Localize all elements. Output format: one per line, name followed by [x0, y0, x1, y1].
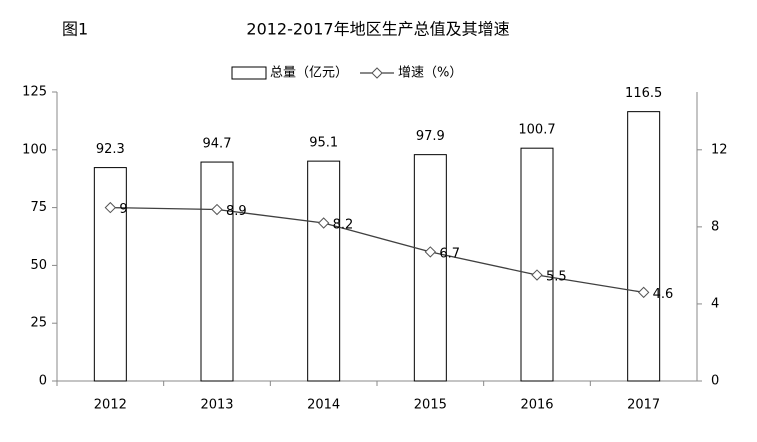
y-tick-label: 75 [30, 200, 47, 215]
y2-tick-label: 0 [711, 374, 719, 389]
legend-label: 增速（%） [398, 66, 462, 81]
line-marker [531, 269, 543, 281]
y-tick-label: 0 [39, 374, 47, 389]
line-marker [637, 286, 650, 299]
legend-symbol [231, 66, 267, 80]
legend-symbol [371, 67, 383, 79]
x-tick-label: 2014 [307, 398, 340, 413]
bar [627, 111, 661, 382]
x-tick-label: 2012 [94, 398, 127, 413]
bar [93, 167, 127, 382]
y2-tick-label: 8 [711, 219, 719, 234]
bar-value-label: 100.7 [518, 123, 555, 138]
x-tick-label: 2017 [627, 398, 660, 413]
x-tick-label: 2016 [520, 398, 553, 413]
line [110, 206, 644, 294]
bar-value-label: 94.7 [203, 137, 232, 152]
legend-label: 总量（亿元） [270, 66, 348, 81]
line-marker [211, 203, 223, 216]
line-value-label: 4.6 [653, 287, 674, 302]
bar-value-label: 92.3 [96, 142, 125, 157]
line-value-label: 8.2 [333, 218, 354, 233]
y-tick-label: 125 [22, 85, 47, 100]
y-tick-label: 25 [30, 316, 47, 331]
bar-value-label: 116.5 [625, 86, 662, 101]
line-value-label: 9 [119, 202, 127, 217]
line-value-label: 5.5 [546, 270, 567, 285]
line-marker [317, 217, 330, 229]
bar [520, 147, 554, 382]
bar [200, 161, 234, 382]
x-tick-label: 2013 [200, 398, 233, 413]
figure-label: 图1 [62, 20, 88, 39]
bar [413, 154, 447, 382]
y2-tick-label: 12 [711, 142, 728, 157]
bar [307, 160, 341, 382]
x-tick-label: 2015 [414, 398, 447, 413]
line-value-label: 8.9 [226, 204, 247, 219]
line-marker [104, 201, 117, 214]
y-tick-label: 100 [22, 142, 47, 157]
chart-title: 2012-2017年地区生产总值及其增速 [246, 20, 509, 39]
bar-value-label: 95.1 [309, 136, 338, 151]
line-value-label: 6.7 [439, 246, 460, 261]
y2-tick-label: 4 [711, 296, 719, 311]
bar-value-label: 97.9 [416, 129, 445, 144]
y-tick-label: 50 [30, 258, 47, 273]
line-marker [424, 246, 437, 258]
